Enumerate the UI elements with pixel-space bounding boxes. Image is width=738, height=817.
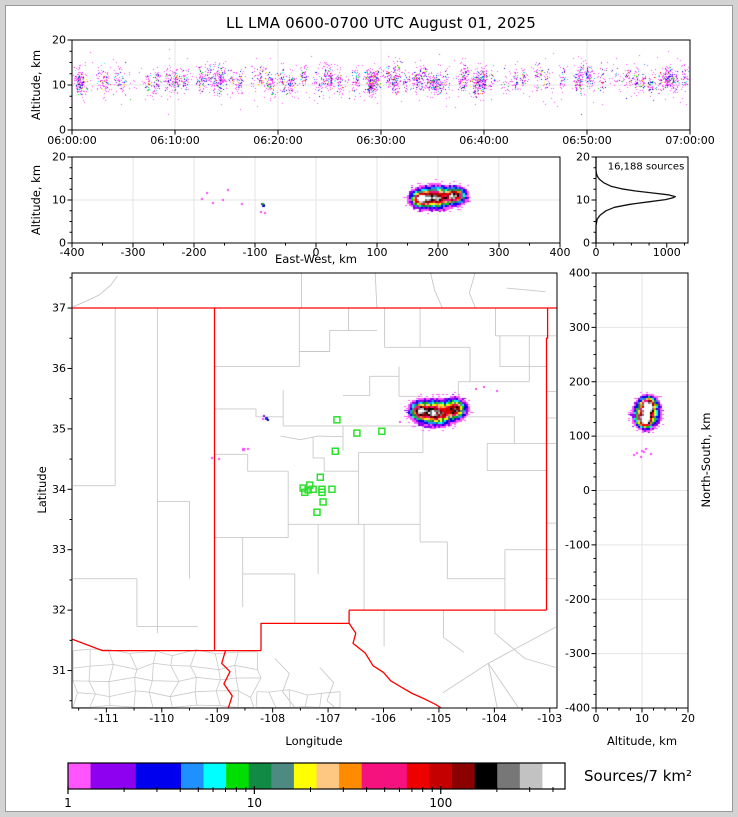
ew-height-x-axis-label: East-West, km <box>275 252 357 266</box>
map-y-axis-label: Latitude <box>35 466 49 514</box>
colorbar-label: Sources/7 km² <box>584 767 693 785</box>
ns-panel-x-axis-label: Altitude, km <box>606 734 678 748</box>
histogram-sources-annotation: 16,188 sources <box>607 161 685 173</box>
ew-height-y-axis-label: Altitude, km <box>29 164 43 236</box>
plot-title: LL LMA 0600-0700 UTC August 01, 2025 <box>225 14 537 32</box>
map-x-axis-label: Longitude <box>285 734 343 748</box>
ns-panel-y-axis-label: North-South, km <box>699 412 713 508</box>
time-height-y-axis-label: Altitude, km <box>29 49 43 121</box>
